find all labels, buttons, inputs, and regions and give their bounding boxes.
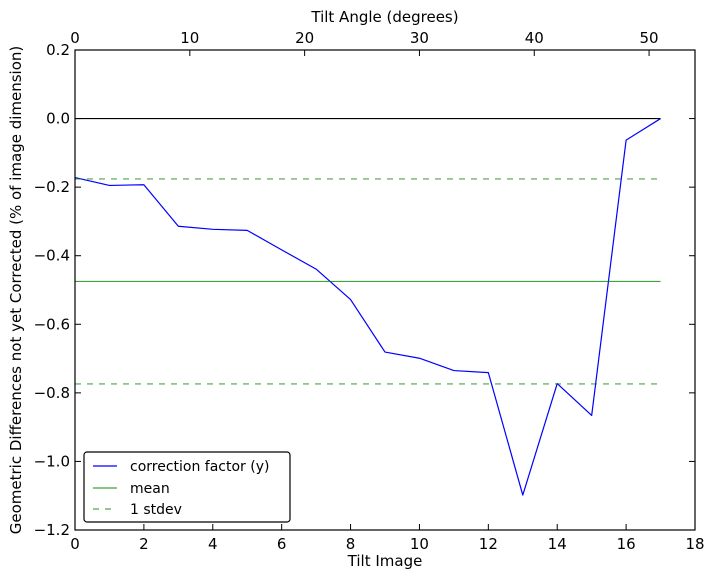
x-tick-label: 10	[410, 535, 429, 553]
x-tick-label: 0	[70, 535, 80, 553]
top-x-tick-label: 40	[525, 29, 544, 47]
x-tick-label: 18	[685, 535, 704, 553]
legend-label-mean: mean	[130, 481, 170, 497]
x-tick-label: 8	[346, 535, 356, 553]
top-axis-title: Tilt Angle (degrees)	[310, 8, 458, 26]
plot-frame	[74, 49, 696, 531]
top-x-tick-label: 10	[180, 29, 199, 47]
y-tick-label: −0.2	[34, 178, 70, 196]
series-layer	[74, 117, 661, 496]
legend-label-stdev: 1 stdev	[130, 502, 182, 518]
legend-box	[83, 451, 291, 523]
legend-label-correction-factor: correction factor (y)	[130, 459, 269, 475]
top-x-tick-label: 50	[640, 29, 659, 47]
y-tick-label: −0.6	[34, 315, 70, 333]
y-tick-label: −0.8	[34, 384, 70, 402]
ticks-layer: 0 2 4 6 8 10 12 14 16 18 0 10 20 30 40 50 −1.2 −1.0 −0.8 −0…	[34, 29, 705, 553]
x-axis-title: Tilt Image	[347, 552, 423, 570]
x-tick-label: 12	[479, 535, 498, 553]
y-tick-label: −1.2	[34, 521, 70, 539]
top-x-tick-label: 20	[295, 29, 314, 47]
top-x-tick-label: 0	[70, 29, 80, 47]
top-x-tick-label: 30	[410, 29, 429, 47]
x-tick-label: 14	[548, 535, 567, 553]
y-tick-label: −0.4	[34, 247, 70, 265]
x-tick-label: 4	[208, 535, 218, 553]
legend: correction factor (y) mean 1 stdev	[83, 451, 291, 523]
y-tick-label: −1.0	[34, 452, 70, 470]
y-axis-title: Geometric Differences not yet Corrected …	[7, 46, 25, 535]
y-tick-label: 0.0	[46, 110, 70, 128]
x-tick-label: 16	[617, 535, 636, 553]
series-line-0	[74, 118, 661, 496]
x-tick-label: 6	[277, 535, 287, 553]
y-tick-label: 0.2	[46, 41, 70, 59]
x-tick-label: 2	[139, 535, 149, 553]
